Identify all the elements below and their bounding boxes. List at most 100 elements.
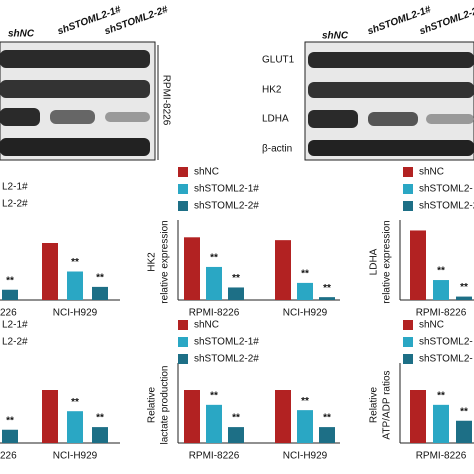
bar (184, 237, 200, 300)
y-axis-label: HK2 (147, 252, 158, 272)
x-tick-label: RPMI-8226 (416, 451, 467, 462)
bar (433, 404, 449, 443)
legend-label: L2-2# (2, 337, 28, 348)
significance: ** (6, 415, 14, 426)
legend-label: L2-1# (2, 182, 28, 193)
bar (206, 404, 222, 443)
bar (67, 411, 83, 443)
legend-label: shSTOML2- (419, 184, 473, 195)
chart: 226 NCI-H929 ** L2-1# ** ** L2-2# (0, 182, 120, 319)
bar (92, 286, 108, 300)
chart: Relative ATP/ADP ratios RPMI-8226 shNC ** shS… (369, 320, 474, 462)
bar (319, 427, 335, 443)
bar (410, 230, 426, 300)
cell-line-label: RPMI-8226 (160, 75, 171, 126)
band (308, 110, 358, 128)
bar (319, 297, 335, 300)
significance: ** (323, 283, 331, 294)
bar (275, 240, 291, 300)
chart: LDHA relative expression RPMI-8226 shNC ** sh… (369, 167, 474, 319)
significance: ** (96, 413, 104, 424)
legend-label: shSTOML2-2 (419, 201, 474, 212)
bar (42, 390, 58, 443)
legend-label: shSTOML2- (419, 354, 473, 365)
significance: ** (96, 273, 104, 284)
y-axis-label: lactate production (160, 366, 171, 445)
significance: ** (71, 257, 79, 268)
y-axis-label: Relative (147, 387, 158, 424)
significance: ** (437, 266, 445, 277)
legend-label: shSTOML2- (419, 337, 473, 348)
bar (92, 427, 108, 443)
legend-label: shSTOML2-2# (194, 201, 259, 212)
legend-swatch (403, 320, 413, 330)
bar (275, 390, 291, 443)
band (308, 140, 474, 156)
charts: 226 NCI-H929**L2-1#** **L2-2#HK2 relative e… (0, 167, 474, 462)
significance: ** (437, 390, 445, 401)
significance: ** (460, 282, 468, 293)
band (308, 82, 474, 98)
row-label: LDHA (262, 114, 289, 125)
lane-label: shNC (322, 31, 349, 42)
x-tick-label: NCI-H929 (53, 451, 98, 462)
legend-swatch (403, 201, 413, 211)
x-tick-label: RPMI-8226 (189, 308, 240, 319)
significance: ** (301, 396, 309, 407)
chart: HK2 relative expression RPMI-8226 NCI-H929 s… (147, 167, 340, 319)
legend-label: shNC (194, 320, 219, 331)
significance: ** (6, 275, 14, 286)
y-axis-label: LDHA (369, 248, 380, 275)
row-label: HK2 (262, 85, 282, 96)
legend-label: shSTOML2-1# (194, 184, 259, 195)
legend-label: shSTOML2-2# (194, 354, 259, 365)
legend-swatch (403, 184, 413, 194)
x-tick-label: 226 (0, 451, 17, 462)
significance: ** (460, 406, 468, 417)
x-tick-label: RPMI-8226 (416, 308, 467, 319)
band (0, 50, 150, 68)
significance: ** (71, 397, 79, 408)
legend-label: L2-2# (2, 199, 28, 210)
legend-swatch (403, 337, 413, 347)
bar (2, 289, 18, 300)
bar (2, 429, 18, 443)
bar (297, 282, 313, 300)
legend-swatch (178, 320, 188, 330)
chart: 226 NCI-H929 L2-1# ** L2-2# ** ** (0, 320, 120, 462)
legend-swatch (178, 167, 188, 177)
bar (297, 410, 313, 443)
significance: ** (301, 269, 309, 280)
chart: Relative lactate production RPMI-8226 NCI-H… (147, 320, 340, 462)
legend-label: L2-1# (2, 320, 28, 331)
y-axis-label: relative expression (382, 220, 393, 303)
bar (433, 280, 449, 300)
legend-label: shNC (194, 167, 219, 178)
bar (410, 390, 426, 443)
legend-swatch (403, 354, 413, 364)
significance: ** (210, 253, 218, 264)
y-axis-label: ATP/ADP ratios (382, 370, 393, 439)
legend-swatch (178, 337, 188, 347)
significance: ** (323, 413, 331, 424)
legend-swatch (403, 167, 413, 177)
legend-label: shNC (419, 167, 444, 178)
legend-swatch (178, 201, 188, 211)
blot-right: GLUT1 HK2 LDHA β-actin shNC shSTOML2-1# … (262, 4, 474, 161)
band (0, 80, 150, 98)
x-tick-label: 226 (0, 308, 17, 319)
bar (67, 271, 83, 300)
row-label: β-actin (262, 144, 292, 155)
legend-swatch (178, 354, 188, 364)
bar (228, 287, 244, 300)
significance: ** (232, 413, 240, 424)
bar (456, 296, 472, 300)
band (50, 110, 95, 124)
legend-label: shNC (419, 320, 444, 331)
bar (42, 243, 58, 300)
band (308, 52, 474, 68)
lane-label: shNC (8, 29, 35, 40)
legend-label: shSTOML2-1# (194, 337, 259, 348)
row-label: GLUT1 (262, 55, 295, 66)
